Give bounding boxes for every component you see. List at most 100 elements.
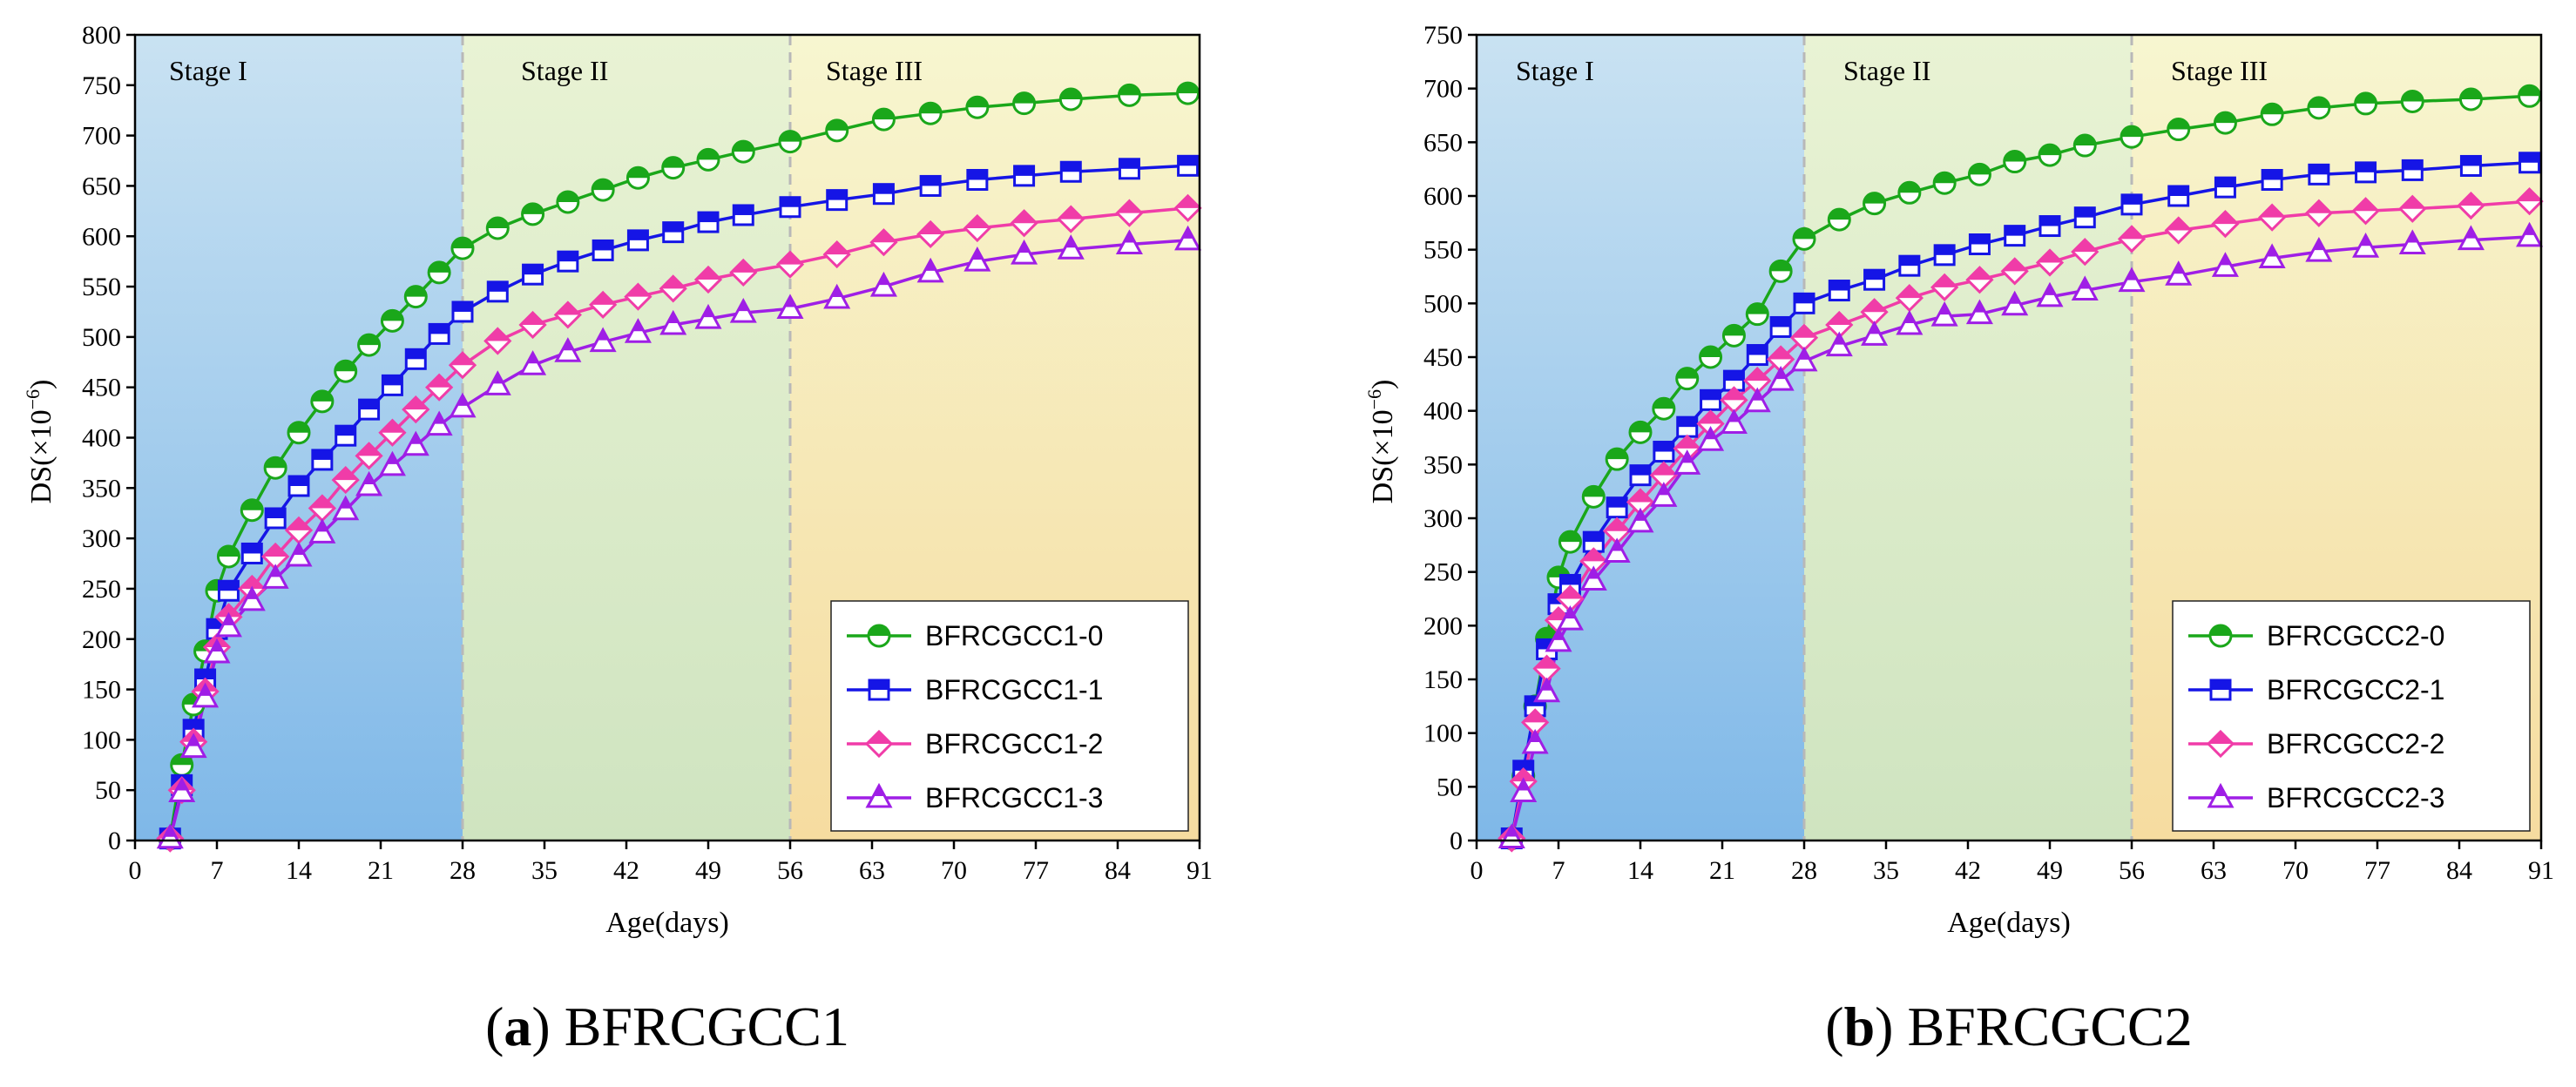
data-point [2261,169,2283,191]
data-point [1057,205,1085,233]
data-point [2351,197,2380,226]
data-point [592,239,614,261]
data-point [2165,260,2193,286]
data-point [1498,823,1525,849]
data-point [2398,229,2426,254]
data-point [2305,236,2333,262]
data-point [2515,187,2544,216]
data-point [625,165,650,190]
data-point [661,156,686,180]
stage-band-2 [1804,35,2132,841]
data-point [2120,193,2143,216]
data-point [776,294,804,319]
data-point [1606,496,1628,519]
data-point [2038,215,2061,238]
data-point [869,228,898,257]
data-point [485,216,510,240]
data-point [1930,273,1959,301]
legend-label: BFRCGCC1-3 [925,782,1103,814]
data-point [1117,83,1141,107]
series-markers [156,81,1202,853]
data-point [694,303,722,329]
data-point [1720,386,1748,415]
data-point [2211,209,2240,239]
y-tick-label: 100 [1423,719,1463,748]
data-point [693,265,723,294]
legend-label: BFRCGCC2-3 [2267,782,2444,814]
caption-letter: b [1844,996,1876,1057]
data-point [965,95,990,119]
data-point [486,280,509,303]
data-point [2164,216,2193,245]
data-point [732,204,754,226]
data-point [2120,125,2144,149]
data-point [729,258,758,287]
data-point [1626,507,1654,533]
data-point [823,283,851,309]
data-point [1696,409,1725,438]
chart-panel-b: Stage I Stage II Stage III 0 7 14 21 28 35 42 4… [1363,21,2554,1057]
data-point [1057,234,1085,260]
data-point [2004,225,2026,247]
data-point [1676,415,1699,438]
data-point [1545,626,1572,652]
data-point [403,285,428,309]
data-point [1510,777,1538,802]
y-tick-labels: 0 50 100 150 200 250 300 350 400 450 500 550 600 650 7… [1423,21,1463,855]
y-tick-label: 250 [1423,558,1463,587]
data-point [263,456,287,480]
stage-label-3: Stage III [2171,55,2268,86]
data-point [2459,154,2482,177]
data-point [519,350,547,375]
x-tick-label: 91 [2528,856,2554,885]
x-tick-label: 84 [2446,856,2472,885]
data-point [1827,207,1851,232]
caption-title: BFRCGCC1 [551,996,849,1057]
legend-marker [2209,679,2232,701]
y-tick-label: 0 [108,827,121,855]
data-point [557,250,579,273]
data-point [1932,171,1957,195]
y-tick-label: 500 [1423,289,1463,318]
data-point [1720,408,1748,434]
data-point [778,130,802,154]
data-point [1556,605,1584,631]
data-point [402,430,429,456]
legend-marker [2208,624,2233,648]
data-point [1653,441,1675,463]
x-tick-label: 77 [1023,856,1049,885]
legend-marker [865,782,893,808]
x-tick-labels: 0 7 14 21 28 35 42 49 56 63 70 77 84 91 [129,856,1214,885]
x-axis-label: Age(days) [605,907,729,939]
data-point [240,542,263,564]
data-point [1174,225,1202,251]
data-point [2260,102,2284,126]
data-point [1700,388,1722,411]
plot-frame [1475,33,2543,842]
data-point [1897,180,1922,205]
x-tick-label: 56 [777,856,803,885]
data-point [2354,91,2378,116]
data-point [2003,150,2027,174]
x-tick-label: 28 [450,856,476,885]
y-tick-label: 450 [82,374,121,402]
data-point [1603,516,1632,545]
y-axis-label: DS(×10−6) [22,380,57,504]
data-point [378,418,407,447]
data-point [626,229,649,252]
x-tick-label: 77 [2364,856,2390,885]
data-point [1792,226,1816,251]
data-point [2167,185,2190,207]
y-tick-label: 400 [82,424,121,453]
data-point [1533,677,1561,703]
data-point [1861,321,1889,346]
data-point [168,777,196,802]
stage-dividers [461,35,792,841]
data-point [1675,367,1700,391]
stage-label-2: Stage II [521,55,608,86]
stage-band-2 [463,35,790,841]
data-point [1118,158,1140,180]
y-axis-label-base: DS(×10 [1367,409,1399,503]
data-point [261,564,289,589]
data-point [1115,229,1143,254]
